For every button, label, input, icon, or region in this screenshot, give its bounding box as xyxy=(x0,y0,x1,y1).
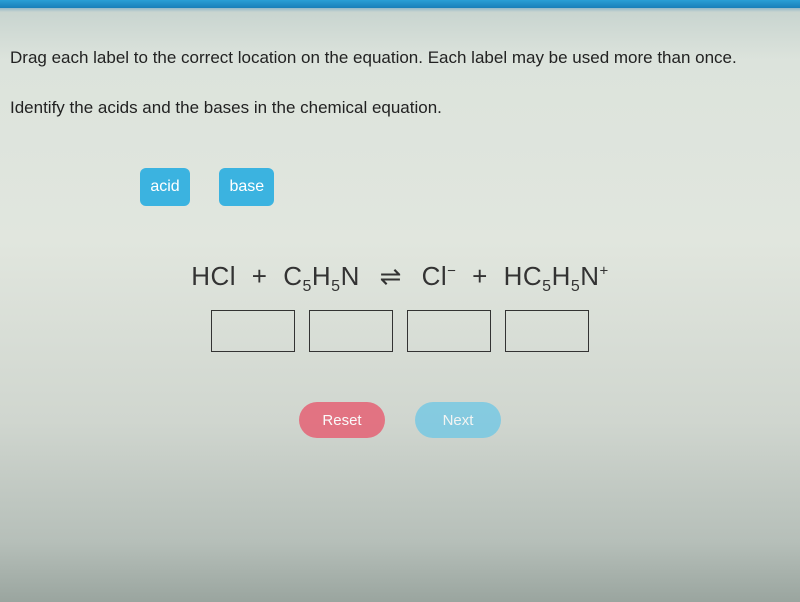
drop-target-4[interactable] xyxy=(505,310,589,352)
draggable-label-row: acid base xyxy=(140,168,790,206)
c: C xyxy=(283,261,302,291)
reset-button[interactable]: Reset xyxy=(299,402,385,438)
plus: + xyxy=(600,262,609,279)
cl: Cl xyxy=(422,261,448,291)
term-hcl: HCl xyxy=(187,261,240,291)
chemical-equation: HCl + C5H5N ⇌ Cl− + HC5H5N+ xyxy=(187,261,613,292)
next-button[interactable]: Next xyxy=(415,402,501,438)
hc: HC xyxy=(504,261,543,291)
h: H xyxy=(312,261,331,291)
n: N xyxy=(341,261,360,291)
label-base[interactable]: base xyxy=(219,168,274,206)
sub5d: 5 xyxy=(571,278,580,295)
equilibrium-arrow-icon: ⇌ xyxy=(372,261,410,291)
term-cl-minus: Cl− xyxy=(418,261,461,291)
label-acid[interactable]: acid xyxy=(140,168,190,206)
exercise-panel: Drag each label to the correct location … xyxy=(0,8,800,438)
drop-targets-row xyxy=(10,310,790,352)
plus-2: + xyxy=(468,261,492,291)
minus: − xyxy=(447,262,456,279)
instruction-line-2: Identify the acids and the bases in the … xyxy=(10,98,790,118)
sub5b: 5 xyxy=(331,278,340,295)
sub5a: 5 xyxy=(302,278,311,295)
sub5c: 5 xyxy=(542,278,551,295)
plus-1: + xyxy=(248,261,272,291)
h2: H xyxy=(552,261,571,291)
window-top-accent xyxy=(0,0,800,8)
term-hc5h5n-plus: HC5H5N+ xyxy=(500,261,613,291)
action-button-row: Reset Next xyxy=(10,402,790,438)
drop-target-1[interactable] xyxy=(211,310,295,352)
drop-target-3[interactable] xyxy=(407,310,491,352)
equation-area: HCl + C5H5N ⇌ Cl− + HC5H5N+ Reset Next xyxy=(10,261,790,438)
drop-target-2[interactable] xyxy=(309,310,393,352)
instruction-line-1: Drag each label to the correct location … xyxy=(10,48,790,68)
term-c5h5n: C5H5N xyxy=(279,261,364,291)
n2: N xyxy=(580,261,599,291)
